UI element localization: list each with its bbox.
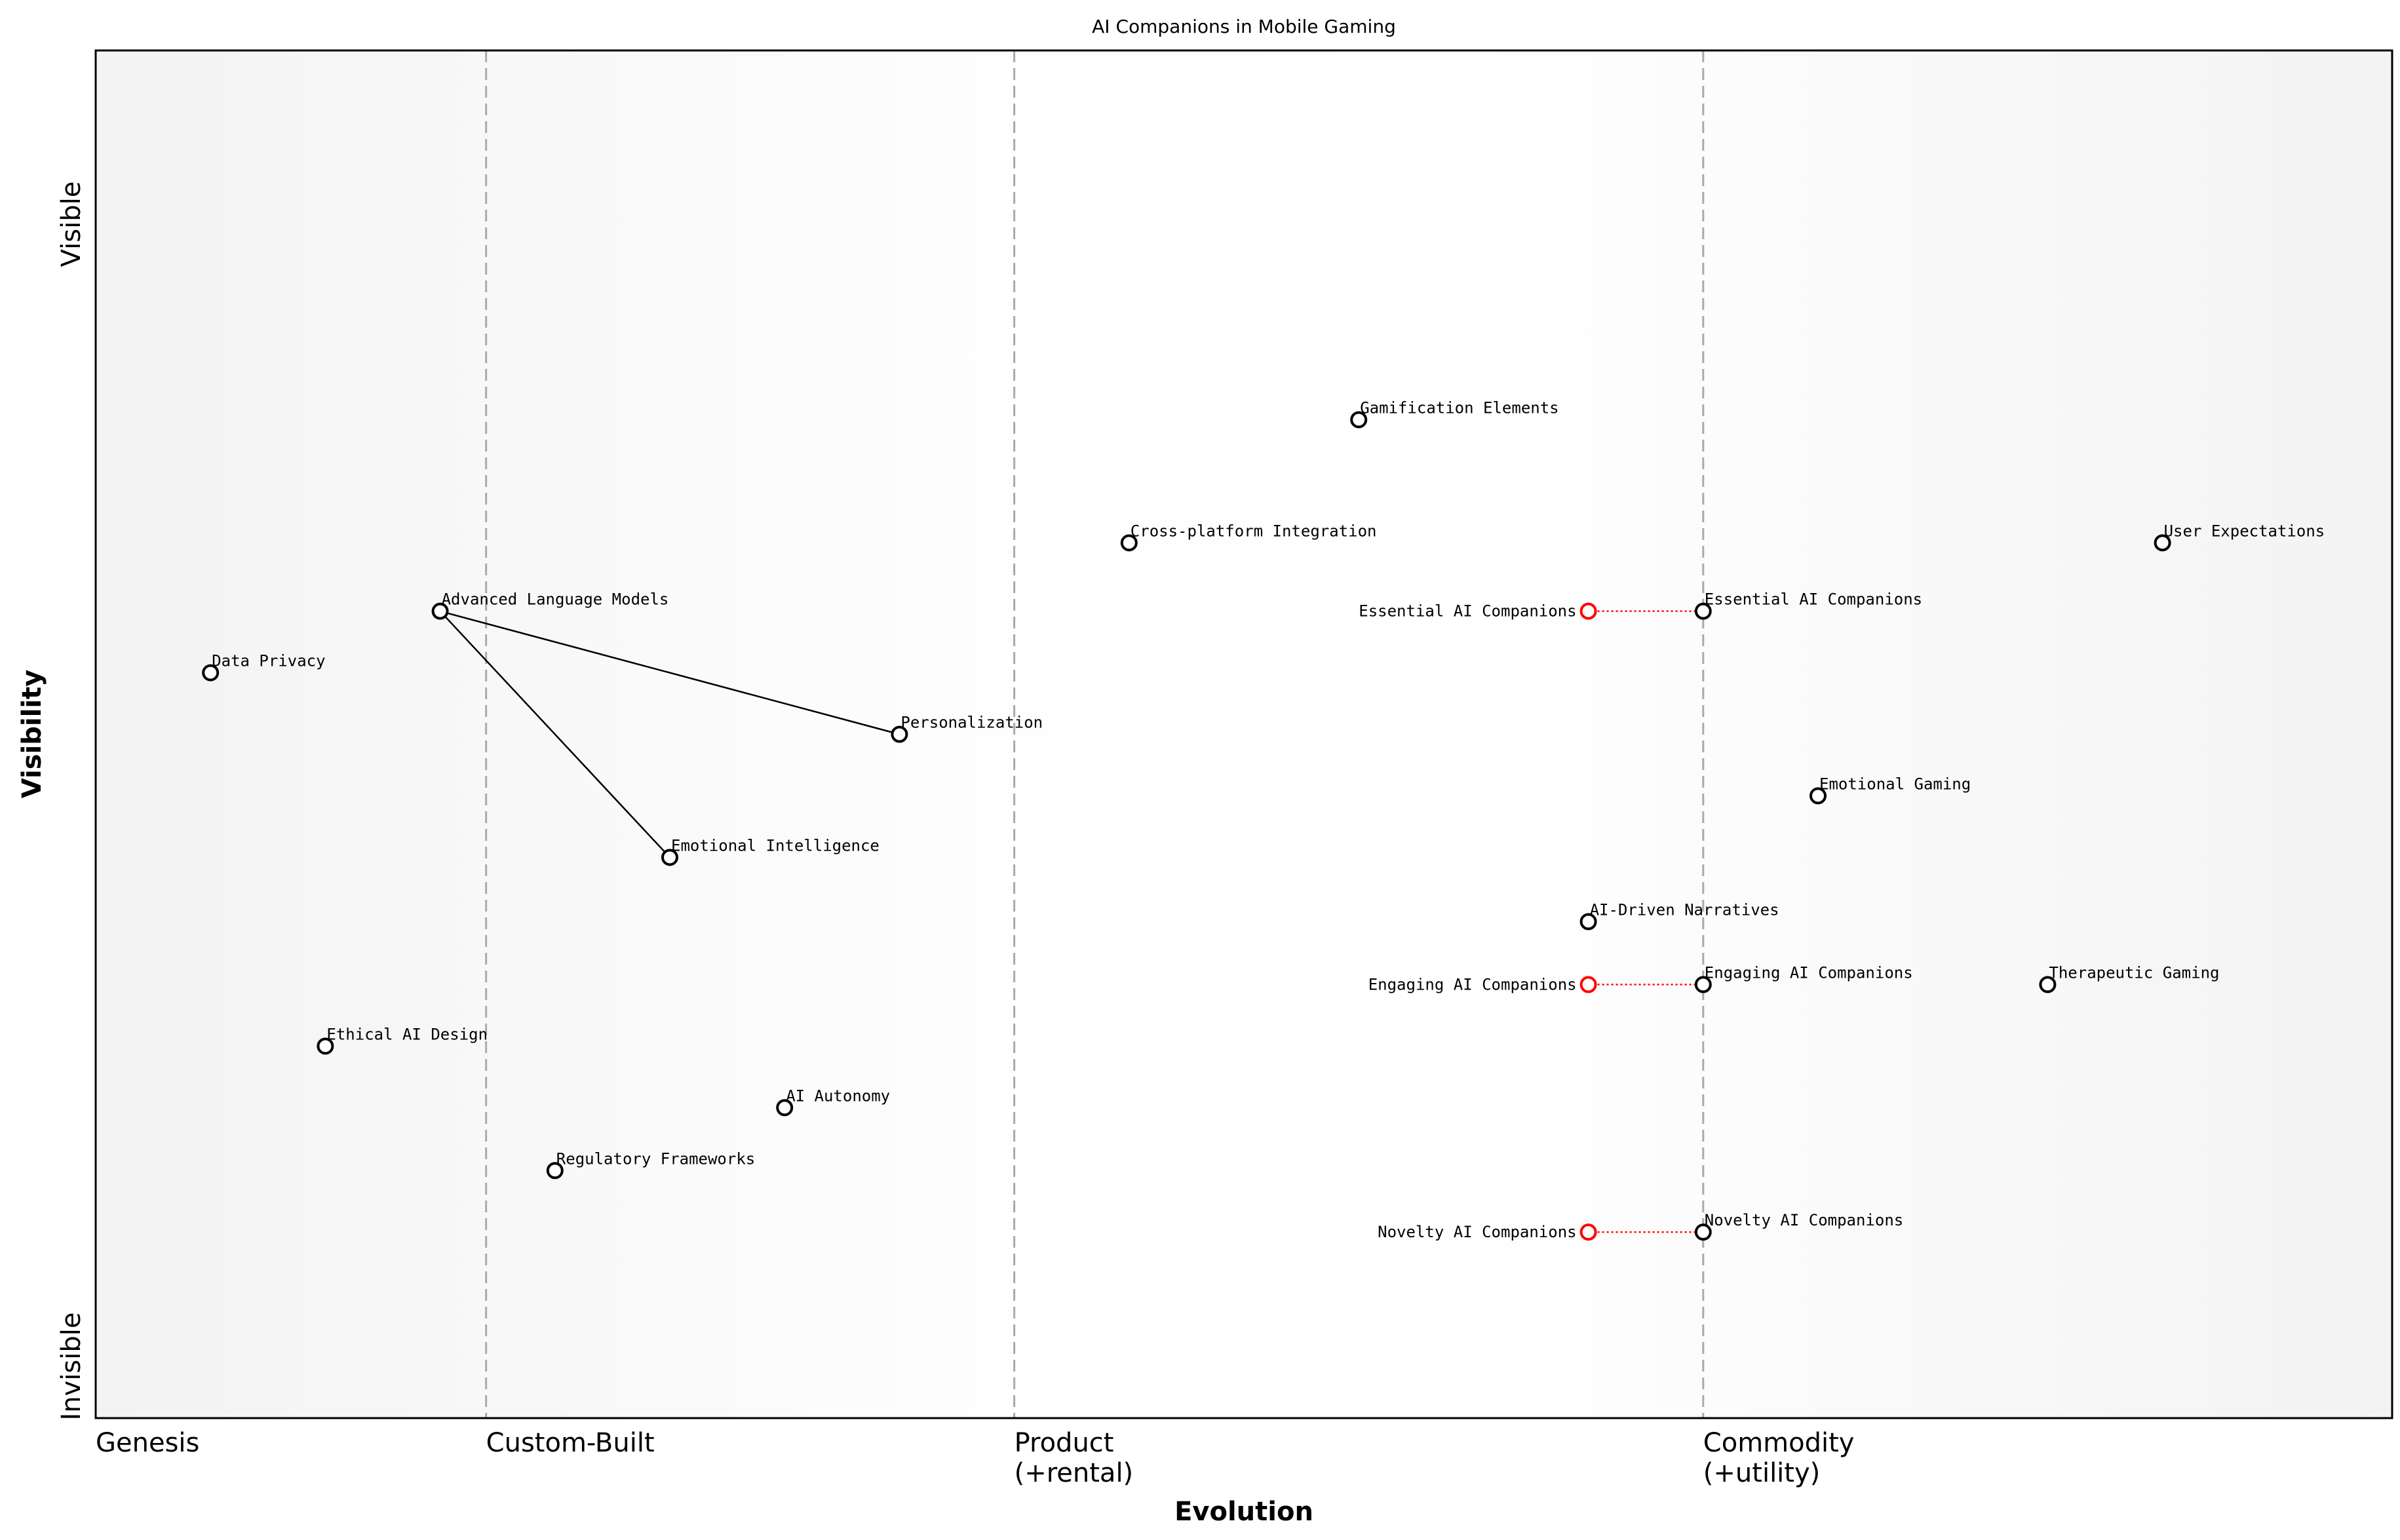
stage-label-custom-built: Custom-Built — [486, 1428, 655, 1458]
component-node-ethical-ai-design — [317, 1037, 334, 1055]
chart-title: AI Companions in Mobile Gaming — [1092, 16, 1396, 37]
component-node-therapeutic-gaming — [2039, 976, 2057, 993]
component-label-novelty-ai-companions: Novelty AI Companions — [1705, 1211, 1903, 1229]
component-node-emotional-intelligence — [661, 849, 678, 866]
component-label-emotional-intelligence: Emotional Intelligence — [671, 836, 880, 855]
component-label-essential-ai-companions: Essential AI Companions — [1705, 590, 1922, 609]
component-label-engaging-ai-companions: Engaging AI Companions — [1705, 963, 1913, 982]
y-tick-visible: Visible — [56, 182, 87, 267]
component-node-ai-driven-narratives — [1579, 913, 1597, 931]
component-label-personalization: Personalization — [900, 714, 1043, 732]
evolving-label-novelty-ai-companions: Novelty AI Companions — [1378, 1223, 1576, 1241]
component-node-engaging-ai-companions — [1694, 976, 1712, 993]
y-tick-invisible: Invisible — [56, 1313, 87, 1421]
component-label-ai-autonomy: AI Autonomy — [786, 1087, 890, 1105]
component-label-data-privacy: Data Privacy — [212, 652, 325, 670]
component-node-cross-platform-integration — [1120, 534, 1138, 552]
evolving-node-novelty-ai-companions — [1579, 1223, 1597, 1241]
x-axis-label: Evolution — [1174, 1497, 1313, 1527]
component-label-user-expectations: User Expectations — [2164, 522, 2325, 540]
link-advanced-language-models-to-personalization — [440, 610, 900, 735]
component-node-regulatory-frameworks — [546, 1162, 564, 1180]
component-label-ethical-ai-design: Ethical AI Design — [326, 1025, 488, 1043]
evolving-label-engaging-ai-companions: Engaging AI Companions — [1368, 975, 1577, 993]
component-node-user-expectations — [2154, 534, 2171, 552]
component-label-cross-platform-integration: Cross-platform Integration — [1131, 522, 1377, 540]
component-node-personalization — [891, 725, 908, 743]
component-node-ai-autonomy — [776, 1099, 794, 1117]
component-node-novelty-ai-companions — [1694, 1223, 1712, 1241]
component-node-gamification-elements — [1350, 411, 1368, 429]
evolving-node-essential-ai-companions — [1579, 602, 1597, 620]
stage-label-product-rental: Product (+rental) — [1015, 1428, 1134, 1488]
component-label-ai-driven-narratives: AI-Driven Narratives — [1590, 900, 1779, 919]
stage-label-commodity-utility: Commodity (+utility) — [1703, 1428, 1855, 1488]
link-advanced-language-models-to-emotional-intelligence — [439, 610, 670, 858]
stage-label-genesis: Genesis — [96, 1428, 199, 1458]
component-node-essential-ai-companions — [1694, 602, 1712, 620]
component-node-data-privacy — [202, 664, 220, 682]
component-label-advanced-language-models: Advanced Language Models — [442, 590, 669, 609]
component-node-advanced-language-models — [431, 602, 449, 620]
plot-background — [96, 50, 2392, 1418]
evolving-label-essential-ai-companions: Essential AI Companions — [1359, 602, 1576, 621]
component-label-regulatory-frameworks: Regulatory Frameworks — [556, 1149, 755, 1168]
evolving-node-engaging-ai-companions — [1579, 976, 1597, 993]
component-label-emotional-gaming: Emotional Gaming — [1819, 775, 1971, 793]
plot-frame — [94, 49, 2393, 1419]
y-axis-label: Visibility — [17, 670, 47, 798]
component-label-therapeutic-gaming: Therapeutic Gaming — [2049, 963, 2219, 982]
component-node-emotional-gaming — [1810, 787, 1827, 805]
component-label-gamification-elements: Gamification Elements — [1360, 398, 1558, 417]
